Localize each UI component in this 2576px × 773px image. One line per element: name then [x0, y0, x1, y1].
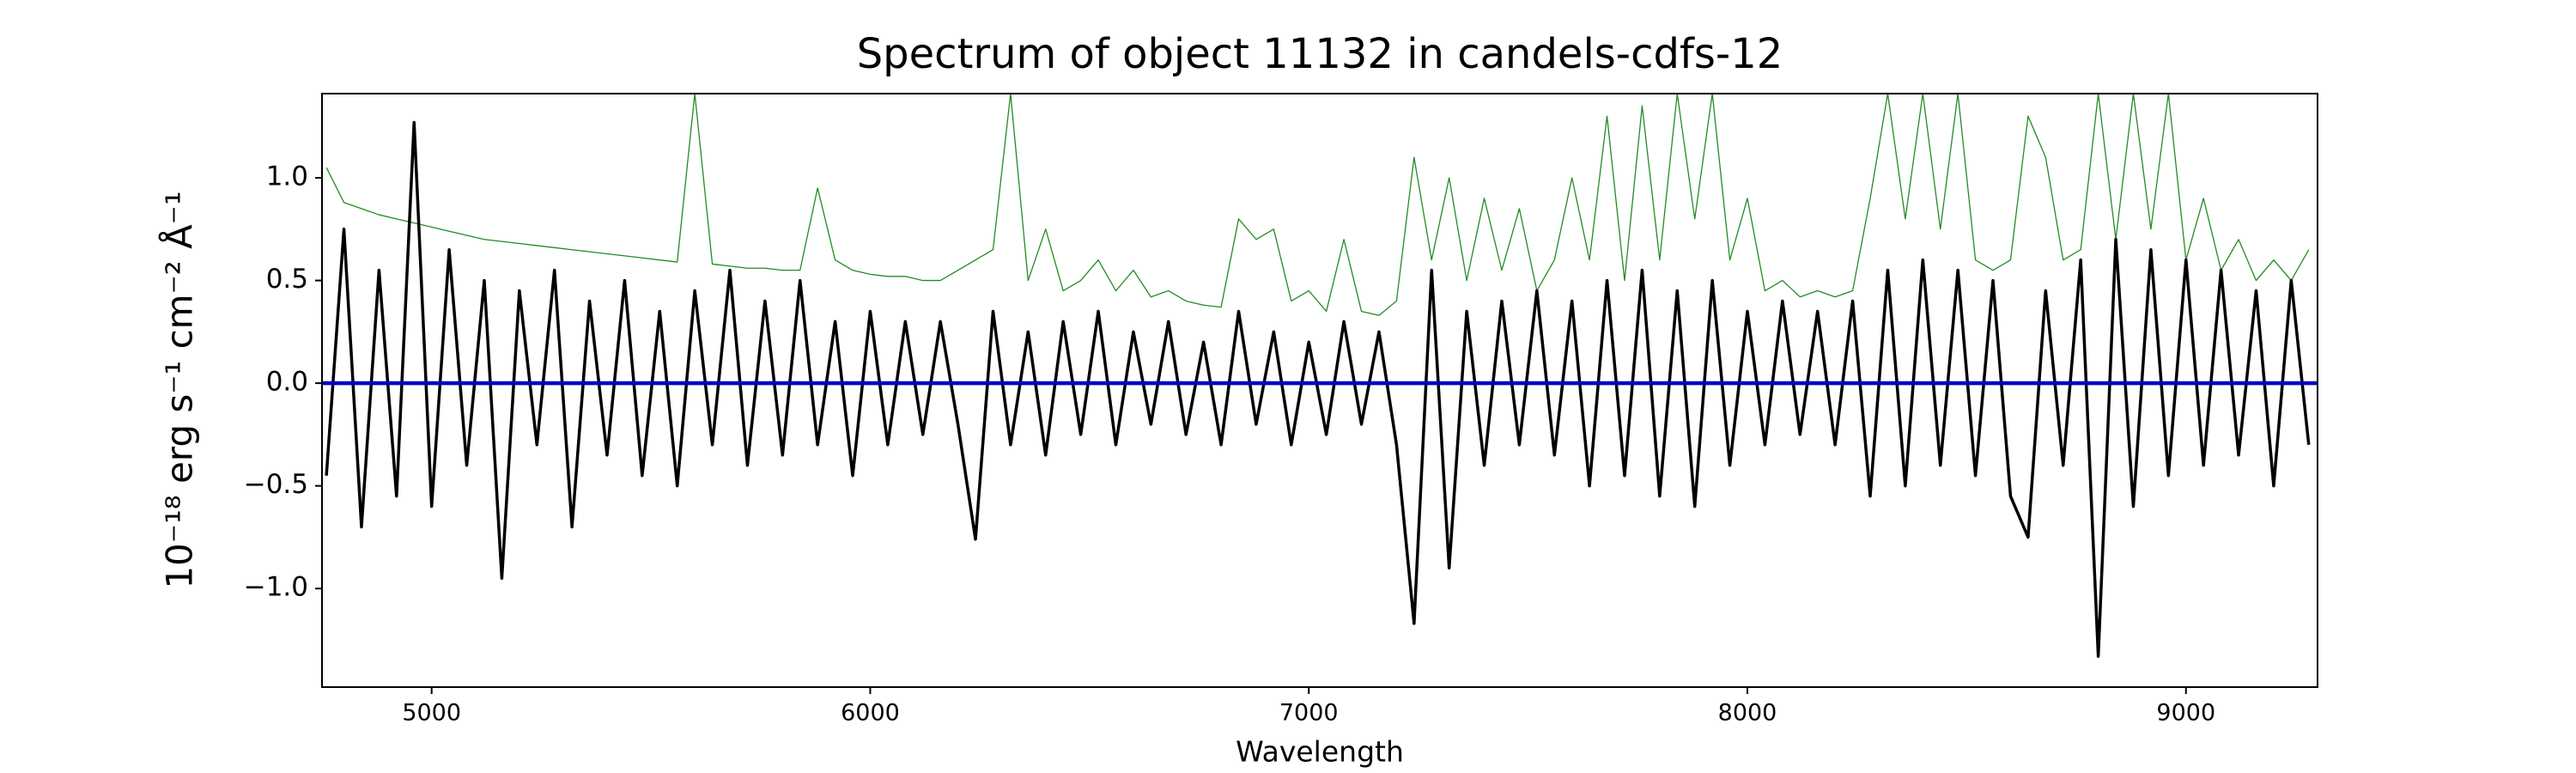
chart-title: Spectrum of object 11132 in candels-cdfs…: [857, 30, 1783, 78]
x-axis-label: Wavelength: [1236, 735, 1404, 769]
x-tick-label: 6000: [841, 700, 900, 727]
x-tick-label: 8000: [1718, 700, 1777, 727]
x-tick-label: 7000: [1279, 700, 1339, 727]
y-tick-label: −0.5: [244, 469, 308, 500]
y-axis-label: 10⁻¹⁸ erg s⁻¹ cm⁻² Å⁻¹: [158, 191, 201, 588]
y-tick-label: 1.0: [266, 161, 308, 192]
plot-area: [322, 94, 2318, 658]
x-tick-label: 5000: [402, 700, 461, 727]
plot-frame: [321, 93, 2318, 688]
y-tick-label: 0.0: [266, 367, 308, 398]
y-tick-label: 0.5: [266, 264, 308, 295]
spectrum-line: [325, 94, 2310, 316]
spectrum-line: [325, 120, 2311, 658]
x-tick-label: 9000: [2156, 700, 2215, 727]
y-tick-label: −1.0: [244, 572, 308, 603]
